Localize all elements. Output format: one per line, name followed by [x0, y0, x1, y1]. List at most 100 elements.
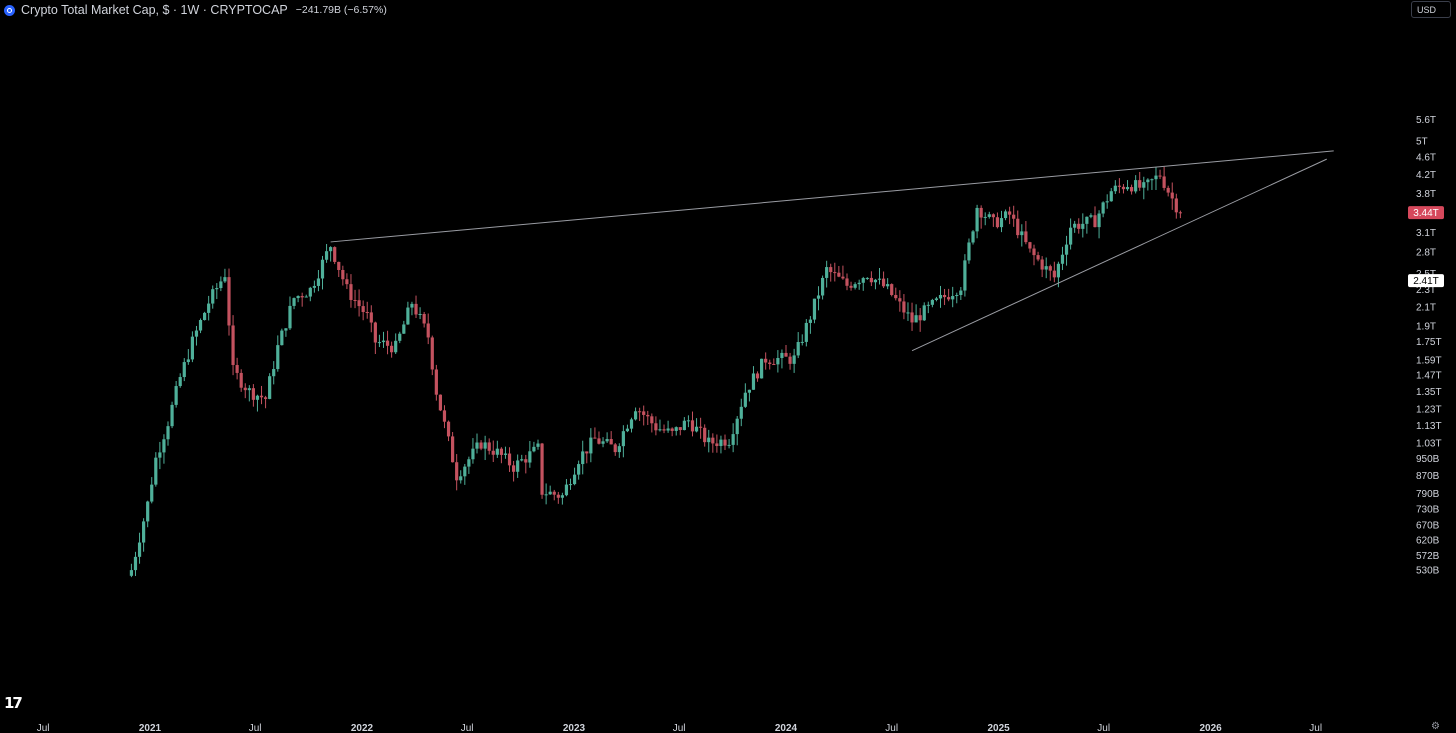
- candle: [211, 285, 215, 309]
- gear-icon[interactable]: ⚙: [1431, 721, 1440, 732]
- currency-button[interactable]: USD: [1411, 1, 1451, 18]
- trendline[interactable]: [330, 150, 1334, 243]
- candle-body: [1154, 175, 1158, 180]
- candle: [434, 364, 438, 401]
- candle-body: [731, 434, 735, 445]
- price-tick-label: 870B: [1416, 471, 1440, 482]
- candle: [402, 320, 406, 334]
- candle: [1077, 218, 1081, 234]
- candle: [1060, 246, 1065, 271]
- candle-body: [442, 410, 447, 422]
- price-tick-label: 1.13T: [1416, 421, 1442, 432]
- candle: [524, 454, 528, 474]
- candle: [597, 431, 601, 445]
- candle: [1146, 178, 1150, 191]
- candle-body: [532, 446, 536, 452]
- candle: [410, 301, 414, 316]
- candle-body: [406, 307, 410, 325]
- candle-body: [479, 442, 483, 449]
- candle: [520, 454, 524, 462]
- price-tick-label: 572B: [1416, 551, 1440, 562]
- candle: [150, 477, 154, 504]
- candle-body: [910, 312, 914, 323]
- candle: [1020, 224, 1024, 247]
- candle: [820, 275, 825, 300]
- candle-body: [280, 330, 284, 346]
- price-tick-label: 1.9T: [1416, 322, 1436, 333]
- candle: [1109, 188, 1113, 202]
- candle-body: [581, 451, 585, 465]
- price-label-bg: [1408, 206, 1444, 220]
- candle-body: [743, 392, 747, 407]
- tradingview-logo-icon[interactable]: 17: [4, 694, 23, 712]
- candle: [959, 287, 963, 300]
- trendline[interactable]: [911, 158, 1327, 352]
- candle: [272, 361, 276, 385]
- candle: [808, 316, 812, 334]
- candle-body: [288, 305, 292, 329]
- candle: [223, 268, 227, 283]
- candle: [312, 280, 316, 293]
- candle: [1089, 213, 1093, 219]
- candle: [1158, 169, 1162, 180]
- candle-body: [304, 296, 308, 298]
- candle-body: [715, 443, 719, 447]
- candle: [471, 438, 475, 464]
- candle-body: [511, 465, 516, 472]
- candle: [341, 265, 345, 286]
- price-axis[interactable]: 5.6T5T4.6T4.2T3.8T3.1T2.8T2.5T2.3T2.1T1.…: [1416, 115, 1442, 577]
- candle: [170, 401, 174, 429]
- candle-body: [703, 427, 707, 443]
- candle: [963, 254, 967, 297]
- candle: [1174, 193, 1178, 219]
- candle: [560, 492, 564, 505]
- crypto-coin-icon: [4, 4, 15, 16]
- candle-body: [215, 288, 219, 290]
- candle-body: [507, 453, 512, 466]
- candle: [1052, 261, 1056, 283]
- candle: [983, 212, 987, 226]
- candle-body: [963, 260, 967, 291]
- candle: [361, 300, 365, 321]
- candle-body: [174, 386, 178, 405]
- time-axis[interactable]: Jul 2021 Jul 2022 Jul 2023 Jul 2024 Jul 2025 Jul 20…: [37, 723, 1322, 733]
- symbol-title[interactable]: Crypto Total Market Cap, $ · 1W · CRYPTO…: [21, 3, 288, 17]
- candle: [1097, 210, 1101, 239]
- candle: [1048, 264, 1052, 281]
- candle: [528, 440, 532, 468]
- candle: [215, 283, 219, 300]
- candle: [987, 211, 991, 219]
- candle-body: [849, 285, 853, 288]
- candle: [890, 283, 894, 297]
- candle-body: [564, 484, 569, 496]
- time-tick-label: Jul: [461, 723, 474, 733]
- candle-body: [1052, 270, 1056, 278]
- trendline-drawings[interactable]: [330, 150, 1334, 352]
- candle: [320, 255, 325, 290]
- candle-body: [1097, 213, 1101, 228]
- candle-body: [1170, 192, 1174, 199]
- candle: [617, 443, 621, 458]
- price-tick-label: 2.3T: [1416, 285, 1436, 296]
- candle-body: [475, 442, 479, 449]
- candle-body: [857, 282, 861, 285]
- candle: [694, 418, 699, 433]
- candle-body: [316, 278, 321, 286]
- candle-body: [829, 267, 833, 273]
- candle-body: [369, 312, 373, 323]
- candle-body: [536, 443, 540, 447]
- time-tick-label: 2021: [139, 723, 162, 733]
- candle: [247, 385, 251, 402]
- candle-body: [349, 284, 353, 300]
- candle-body: [617, 446, 621, 453]
- candle: [699, 417, 703, 439]
- candle: [877, 267, 882, 285]
- candle-body: [357, 300, 361, 307]
- candle: [503, 446, 508, 459]
- candle: [861, 276, 865, 291]
- candle: [873, 278, 878, 290]
- candle: [324, 243, 329, 263]
- candle-body: [231, 325, 235, 366]
- candle-body: [747, 389, 752, 393]
